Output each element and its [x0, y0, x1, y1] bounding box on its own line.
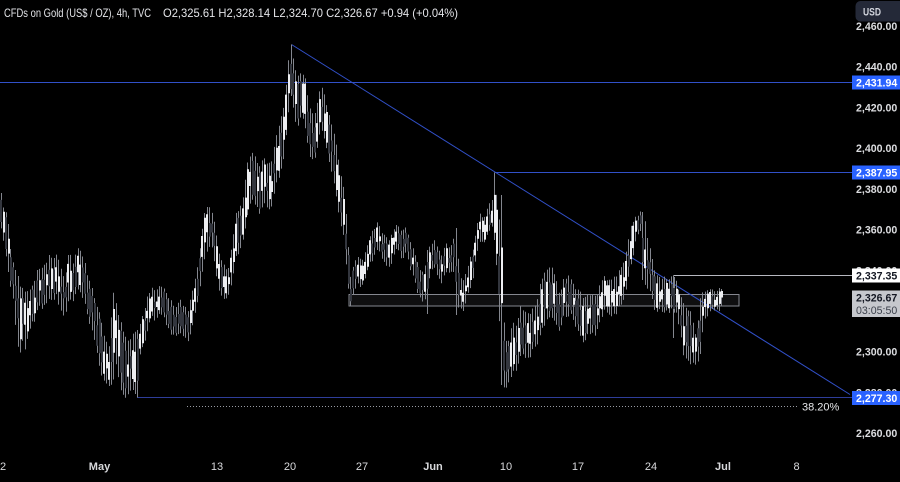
svg-text:03:05:50: 03:05:50: [856, 305, 897, 317]
svg-text:24: 24: [645, 461, 657, 473]
svg-text:38.20%: 38.20%: [802, 402, 840, 414]
svg-text:13: 13: [211, 461, 223, 473]
svg-text:May: May: [89, 461, 111, 473]
svg-text:2,337.35: 2,337.35: [856, 271, 897, 283]
svg-text:17: 17: [572, 461, 584, 473]
svg-text:2,300.00: 2,300.00: [856, 347, 897, 359]
svg-text:10: 10: [500, 461, 512, 473]
svg-text:O2,325.61 H2,328.14 L2,324.70: O2,325.61 H2,328.14 L2,324.70 C2,326.67 …: [163, 6, 458, 20]
svg-text:CFDs on Gold (US$ / OZ), 4h, T: CFDs on Gold (US$ / OZ), 4h, TVC: [4, 6, 151, 20]
svg-text:8: 8: [793, 461, 799, 473]
svg-text:2,326.67: 2,326.67: [856, 293, 897, 305]
svg-text:Jun: Jun: [423, 461, 443, 473]
svg-text:2,380.00: 2,380.00: [856, 184, 897, 196]
svg-text:2,360.00: 2,360.00: [856, 225, 897, 237]
svg-text:2: 2: [0, 461, 6, 473]
svg-text:27: 27: [356, 461, 368, 473]
svg-text:2,400.00: 2,400.00: [856, 143, 897, 155]
svg-text:2,440.00: 2,440.00: [856, 62, 897, 74]
svg-text:Jul: Jul: [715, 461, 731, 473]
svg-text:2,260.00: 2,260.00: [856, 428, 897, 440]
svg-text:USD: USD: [863, 7, 881, 19]
svg-text:2,277.30: 2,277.30: [856, 393, 897, 405]
svg-text:20: 20: [284, 461, 296, 473]
svg-text:2,460.00: 2,460.00: [856, 21, 897, 33]
svg-text:2,387.95: 2,387.95: [856, 168, 897, 180]
svg-text:2,431.94: 2,431.94: [856, 78, 897, 90]
svg-text:2,420.00: 2,420.00: [856, 102, 897, 114]
